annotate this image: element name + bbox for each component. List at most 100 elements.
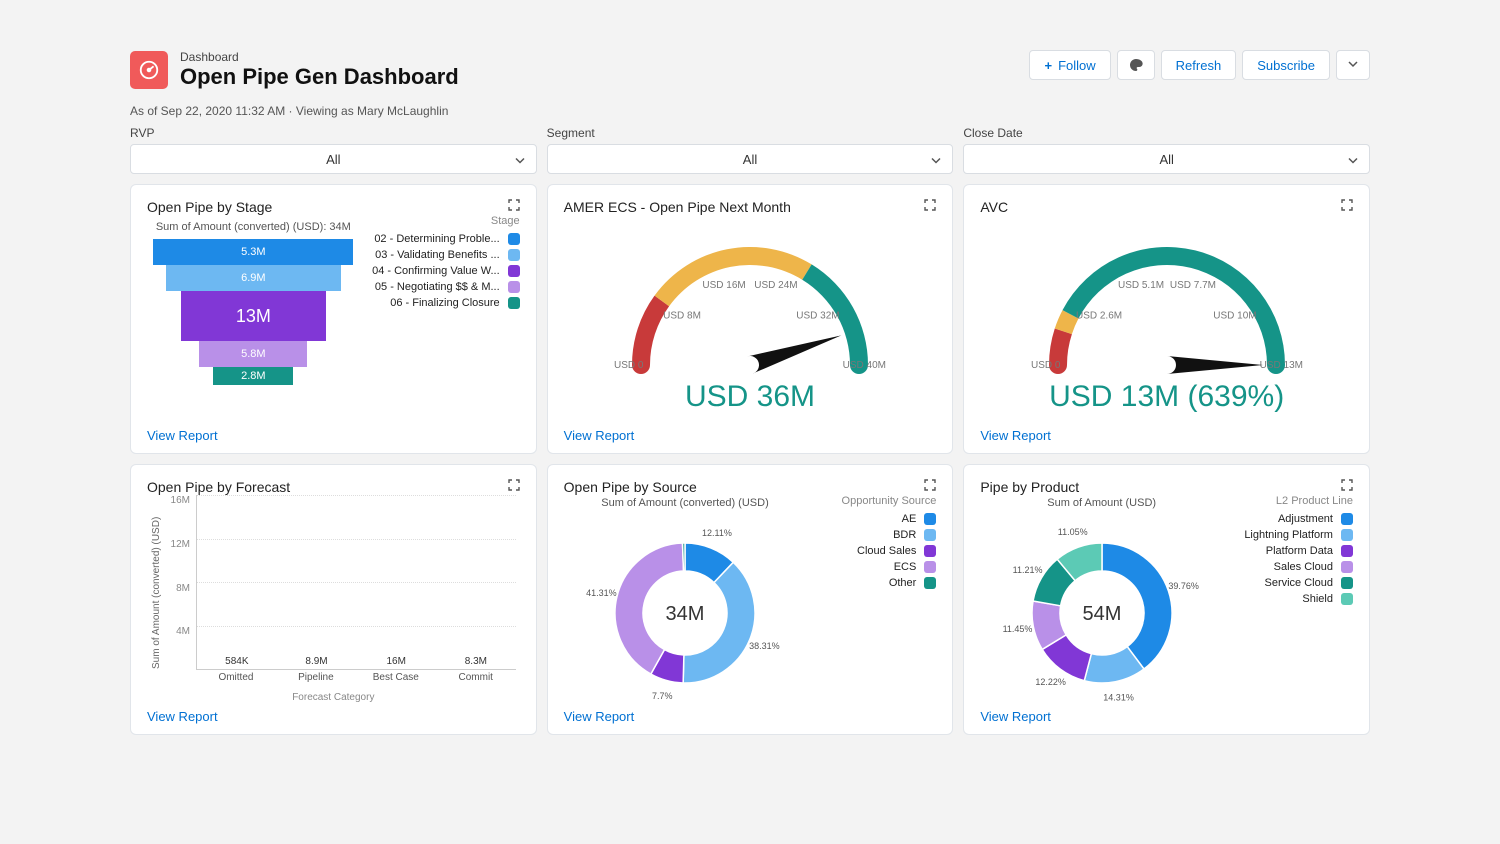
svg-text:USD 0: USD 0 bbox=[614, 360, 644, 371]
legend-item[interactable]: BDR bbox=[806, 529, 936, 541]
filter-select-close date[interactable]: All bbox=[963, 144, 1370, 174]
expand-button[interactable] bbox=[504, 475, 524, 495]
legend-item[interactable]: Adjustment bbox=[1223, 513, 1353, 525]
card-open-pipe-by-forecast: Open Pipe by Forecast Sum of Amount (con… bbox=[130, 464, 537, 735]
svg-text:12.22%: 12.22% bbox=[1035, 677, 1066, 687]
funnel-subtitle: Sum of Amount (converted) (USD): 34M bbox=[156, 221, 351, 233]
x-tick: Pipeline bbox=[276, 672, 356, 690]
legend-item[interactable]: Sales Cloud bbox=[1223, 561, 1353, 573]
legend-item[interactable]: 05 - Negotiating $$ & M... bbox=[360, 281, 520, 293]
expand-button[interactable] bbox=[1337, 475, 1357, 495]
dashboard-timestamp: As of Sep 22, 2020 11:32 AM · Viewing as… bbox=[130, 104, 1370, 118]
follow-button[interactable]: + Follow bbox=[1029, 50, 1110, 80]
funnel-segment[interactable]: 13M bbox=[181, 291, 326, 341]
expand-button[interactable] bbox=[920, 195, 940, 215]
filter-select-rvp[interactable]: All bbox=[130, 144, 537, 174]
funnel-segment[interactable]: 2.8M bbox=[213, 367, 293, 385]
svg-text:11.45%: 11.45% bbox=[1002, 624, 1032, 634]
legend-item[interactable]: Shield bbox=[1223, 593, 1353, 605]
filter-value: All bbox=[1159, 152, 1173, 167]
legend-label: AE bbox=[902, 513, 917, 525]
legend-item[interactable]: Service Cloud bbox=[1223, 577, 1353, 589]
legend-swatch bbox=[924, 529, 936, 541]
legend-swatch bbox=[1341, 545, 1353, 557]
filter-label: Close Date bbox=[963, 126, 1370, 140]
legend-item[interactable]: AE bbox=[806, 513, 936, 525]
chevron-down-icon bbox=[1347, 58, 1359, 73]
svg-text:7.7%: 7.7% bbox=[652, 691, 673, 701]
legend-item[interactable]: 06 - Finalizing Closure bbox=[360, 297, 520, 309]
funnel-segment[interactable]: 5.8M bbox=[199, 341, 307, 367]
view-report-link[interactable]: View Report bbox=[564, 428, 937, 443]
filter-select-segment[interactable]: All bbox=[547, 144, 954, 174]
legend-swatch bbox=[508, 233, 520, 245]
view-report-link[interactable]: View Report bbox=[564, 709, 937, 724]
card-title: AVC bbox=[980, 199, 1353, 215]
bar-chart: 16M12M8M4M 584K 8.9M 16M 8.3M OmittedPip… bbox=[162, 495, 520, 690]
refresh-button[interactable]: Refresh bbox=[1161, 50, 1237, 80]
expand-icon bbox=[924, 199, 936, 211]
palette-icon bbox=[1128, 57, 1144, 73]
view-report-link[interactable]: View Report bbox=[980, 428, 1353, 443]
plus-icon: + bbox=[1044, 58, 1052, 73]
card-title: Open Pipe by Stage bbox=[147, 199, 520, 215]
bar[interactable]: 8.3M bbox=[436, 656, 516, 669]
header-actions: + Follow Refresh Subscribe bbox=[1029, 50, 1370, 80]
gauge-chart: USD 0USD 8MUSD 16MUSD 24MUSD 32MUSD 40M bbox=[590, 215, 910, 380]
chevron-down-icon bbox=[514, 155, 526, 170]
card-pipe-by-product: Pipe by Product Sum of Amount (USD) 39.7… bbox=[963, 464, 1370, 735]
chart-toggle-button[interactable] bbox=[1117, 50, 1155, 80]
legend-item[interactable]: Lightning Platform bbox=[1223, 529, 1353, 541]
legend-label: Lightning Platform bbox=[1244, 529, 1333, 541]
bar[interactable]: 8.9M bbox=[277, 656, 357, 669]
header-eyebrow: Dashboard bbox=[180, 50, 459, 64]
legend-item[interactable]: Cloud Sales bbox=[806, 545, 936, 557]
legend-label: 02 - Determining Proble... bbox=[374, 233, 499, 245]
legend-label: Sales Cloud bbox=[1274, 561, 1333, 573]
svg-text:USD 40M: USD 40M bbox=[843, 360, 886, 371]
bar[interactable]: 584K bbox=[197, 656, 277, 669]
legend-swatch bbox=[1341, 593, 1353, 605]
legend-item[interactable]: 02 - Determining Proble... bbox=[360, 233, 520, 245]
view-report-link[interactable]: View Report bbox=[147, 428, 520, 443]
donut-chart: 12.11%38.31%7.7%41.31%34M bbox=[580, 513, 790, 703]
more-actions-button[interactable] bbox=[1336, 50, 1370, 80]
card-title: Pipe by Product bbox=[980, 479, 1353, 495]
svg-text:11.21%: 11.21% bbox=[1012, 565, 1042, 575]
bar-value-label: 8.3M bbox=[465, 656, 487, 667]
legend-item[interactable]: 03 - Validating Benefits ... bbox=[360, 249, 520, 261]
funnel-chart: 5.3M6.9M13M5.8M2.8M bbox=[153, 239, 353, 385]
legend-label: 04 - Confirming Value W... bbox=[372, 265, 500, 277]
y-tick: 16M bbox=[171, 495, 190, 506]
expand-icon bbox=[1341, 199, 1353, 211]
expand-button[interactable] bbox=[504, 195, 524, 215]
view-report-link[interactable]: View Report bbox=[980, 709, 1353, 724]
legend-swatch bbox=[508, 281, 520, 293]
legend-item[interactable]: Platform Data bbox=[1223, 545, 1353, 557]
funnel-segment[interactable]: 5.3M bbox=[153, 239, 353, 265]
subscribe-button[interactable]: Subscribe bbox=[1242, 50, 1330, 80]
expand-icon bbox=[508, 199, 520, 211]
filter-value: All bbox=[743, 152, 757, 167]
bar[interactable]: 16M bbox=[356, 656, 436, 669]
legend-swatch bbox=[508, 265, 520, 277]
expand-button[interactable] bbox=[920, 475, 940, 495]
dashboard-icon bbox=[130, 51, 168, 89]
legend-item[interactable]: ECS bbox=[806, 561, 936, 573]
expand-icon bbox=[924, 479, 936, 491]
legend-label: 05 - Negotiating $$ & M... bbox=[375, 281, 500, 293]
expand-icon bbox=[508, 479, 520, 491]
legend-swatch bbox=[1341, 529, 1353, 541]
legend-swatch bbox=[1341, 577, 1353, 589]
view-report-link[interactable]: View Report bbox=[147, 709, 520, 724]
legend-item[interactable]: Other bbox=[806, 577, 936, 589]
legend-swatch bbox=[924, 545, 936, 557]
legend-title: Stage bbox=[360, 215, 520, 227]
funnel-segment[interactable]: 6.9M bbox=[166, 265, 341, 291]
expand-icon bbox=[1341, 479, 1353, 491]
expand-button[interactable] bbox=[1337, 195, 1357, 215]
donut-subtitle: Sum of Amount (converted) (USD) bbox=[601, 497, 769, 509]
refresh-label: Refresh bbox=[1176, 58, 1222, 73]
legend-item[interactable]: 04 - Confirming Value W... bbox=[360, 265, 520, 277]
svg-text:12.11%: 12.11% bbox=[702, 528, 732, 538]
